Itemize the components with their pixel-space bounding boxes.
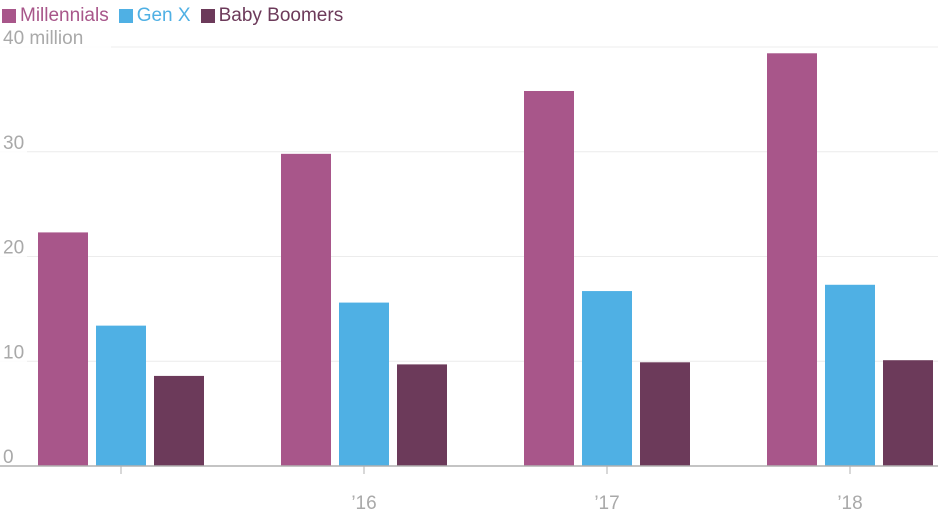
bar-baby-boomers-1 xyxy=(397,364,447,466)
y-tick-bg-30 xyxy=(0,130,27,153)
legend-label-baby-boomers: Baby Boomers xyxy=(218,5,344,26)
legend-item-baby-boomers: Baby Boomers xyxy=(200,5,344,27)
legend-label-gen-x: Gen X xyxy=(136,5,191,26)
bar-gen-x-2 xyxy=(582,291,632,466)
legend-swatch-gen-x xyxy=(118,9,133,23)
bar-gen-x-0 xyxy=(96,325,146,466)
legend-item-gen-x: Gen X xyxy=(118,5,191,27)
y-tick-label-0: 0 xyxy=(3,447,14,468)
bar-baby-boomers-3 xyxy=(883,360,933,466)
legend-label-millennials: Millennials xyxy=(20,5,109,26)
legend-item-millennials: Millennials xyxy=(2,5,109,27)
x-tick-label-3: ’18 xyxy=(837,493,862,514)
bar-gen-x-1 xyxy=(339,302,389,466)
y-tick-bg-10 xyxy=(0,340,27,363)
x-tick-label-1: ’16 xyxy=(351,493,376,514)
x-tick-label-2: ’17 xyxy=(594,493,619,514)
y-tick-label-40: 40 million xyxy=(3,28,83,49)
legend: Millennials Gen X Baby Boomers xyxy=(2,5,343,27)
y-tick-bg-20 xyxy=(0,235,27,258)
legend-swatch-millennials xyxy=(2,9,16,23)
bar-millennials-2 xyxy=(524,90,574,467)
y-tick-bg-0 xyxy=(0,445,17,467)
legend-swatch-baby-boomers xyxy=(200,9,215,23)
bar-gen-x-3 xyxy=(825,284,875,466)
y-tick-label-20: 20 xyxy=(3,238,24,259)
bar-millennials-1 xyxy=(281,153,331,466)
bar-millennials-3 xyxy=(767,53,817,466)
bar-baby-boomers-2 xyxy=(640,362,690,466)
y-tick-label-10: 10 xyxy=(3,342,24,363)
y-tick-label-30: 30 xyxy=(3,133,24,154)
bar-baby-boomers-0 xyxy=(154,375,204,466)
y-tick-bg-40 xyxy=(0,26,111,48)
bar-millennials-0 xyxy=(38,232,88,466)
